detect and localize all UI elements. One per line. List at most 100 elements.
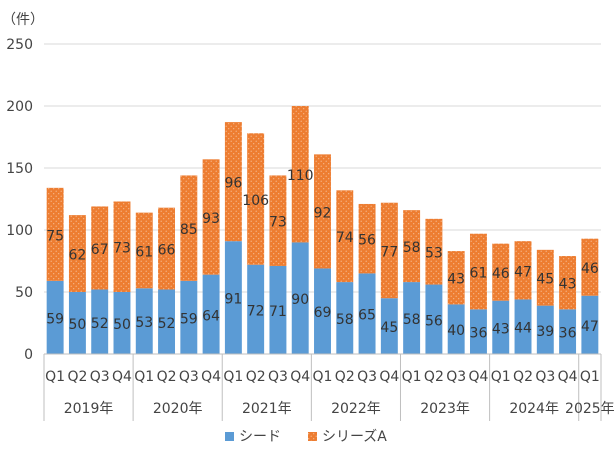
data-label-seed: 69 (314, 305, 332, 321)
data-label-seed: 65 (358, 308, 376, 324)
data-label-seed: 52 (158, 316, 176, 332)
x-group-label: 2025年 (565, 401, 615, 417)
bar-seed (224, 241, 242, 354)
legend-label: シード (239, 429, 281, 445)
bar-series-a (291, 106, 309, 243)
x-axis: Q1 Q2 Q3 Q4 Q1 Q2 Q3 Q4 Q1 Q2 Q3 Q4 Q1 Q2 Q3 Q4 Q1 Q2 Q3 Q4… (43, 353, 615, 421)
bar-seed (113, 292, 131, 354)
data-label-seed: 91 (224, 292, 242, 308)
bar-series-a (46, 187, 64, 281)
x-group-label: 2022年 (331, 401, 381, 417)
bar-series-a (202, 159, 220, 275)
data-label-seed: 64 (202, 308, 220, 324)
data-label-series-a: 43 (447, 272, 465, 288)
bar-seed (403, 282, 421, 354)
data-label-seed: 56 (425, 313, 443, 329)
data-label-seed: 58 (403, 312, 421, 328)
data-label-seed: 59 (180, 311, 198, 327)
data-label-series-a: 66 (158, 243, 176, 259)
bar-series-a (492, 243, 510, 301)
x-tick-label: Q4 (290, 369, 310, 385)
bar-seed (559, 309, 577, 354)
y-tick-label: 150 (6, 161, 33, 177)
bar-seed (447, 304, 465, 354)
data-label-seed: 71 (269, 304, 287, 320)
data-label-series-a: 61 (470, 266, 488, 282)
data-label-seed: 53 (135, 315, 153, 331)
data-label-series-a: 62 (69, 248, 87, 264)
unit-label: （件） (2, 12, 44, 28)
bar-series-a (403, 210, 421, 283)
data-label-seed: 40 (447, 323, 465, 339)
y-tick-label: 50 (15, 285, 33, 301)
data-label-series-a: 53 (425, 246, 443, 262)
bar-seed (158, 289, 176, 354)
data-label-seed: 59 (46, 311, 64, 327)
bar-series-a (581, 238, 599, 296)
bar-series-a (447, 251, 465, 305)
data-label-series-a: 92 (314, 205, 332, 221)
y-axis: 0 50 100 150 200 250 (6, 37, 33, 363)
x-group-label: 2020年 (153, 401, 203, 417)
bar-seed (380, 298, 398, 354)
bar-seed (581, 295, 599, 354)
bar-seed (180, 280, 198, 354)
x-tick-label: Q1 (45, 369, 65, 385)
x-tick-label: Q1 (402, 369, 422, 385)
data-label-seed: 36 (470, 326, 488, 342)
x-group-label: 2019年 (64, 401, 114, 417)
x-tick-label: Q4 (468, 369, 488, 385)
bar-series-a (158, 207, 176, 290)
bar-series-a (247, 133, 265, 265)
data-label-series-a: 74 (336, 230, 354, 246)
bar-series-a (358, 203, 376, 274)
x-tick-label: Q1 (313, 369, 333, 385)
data-label-seed: 47 (581, 319, 599, 335)
data-label-series-a: 46 (492, 266, 510, 282)
legend-swatch (308, 432, 317, 441)
data-label-series-a: 58 (403, 240, 421, 256)
data-label-seed: 52 (91, 316, 109, 332)
data-label-seed: 50 (69, 317, 87, 333)
data-label-series-a: 85 (180, 222, 198, 238)
data-label-series-a: 75 (46, 228, 64, 244)
bar-series-a (559, 256, 577, 310)
data-label-seed: 50 (113, 317, 131, 333)
data-label-series-a: 73 (269, 215, 287, 231)
bar-seed (492, 300, 510, 354)
bar-seed (314, 268, 331, 354)
data-label-series-a: 73 (113, 241, 131, 257)
bar-series-a (425, 218, 443, 285)
data-label-seed: 58 (336, 312, 354, 328)
x-tick-label: Q3 (179, 369, 199, 385)
y-tick-label: 100 (6, 223, 33, 239)
x-tick-label: Q1 (134, 369, 154, 385)
data-label-seed: 39 (536, 324, 554, 340)
legend-swatch (225, 432, 234, 441)
data-label-series-a: 45 (536, 272, 554, 288)
bar-seed (358, 273, 376, 354)
data-label-series-a: 93 (202, 211, 220, 227)
x-tick-label: Q4 (558, 369, 578, 385)
x-group-label: 2024年 (509, 401, 559, 417)
data-label-seed: 43 (492, 321, 510, 337)
bar-series-a (336, 190, 354, 283)
bar-seed (202, 274, 220, 354)
bar-series-a (514, 241, 532, 300)
bar-series-a (91, 206, 109, 290)
x-tick-label: Q1 (223, 369, 243, 385)
bar-series-a (536, 249, 554, 306)
bar-series-a (224, 122, 242, 242)
data-label-series-a: 47 (514, 264, 532, 280)
y-tick-label: 0 (24, 347, 33, 363)
data-label-seed: 36 (559, 326, 577, 342)
data-label-series-a: 106 (242, 193, 269, 209)
bar-seed (469, 309, 487, 354)
legend: シード シリーズA (225, 429, 387, 445)
x-tick-label: Q3 (535, 369, 555, 385)
bar-series-a (113, 201, 131, 292)
data-label-series-a: 46 (581, 261, 599, 277)
legend-label: シリーズA (322, 429, 387, 445)
x-tick-label: Q1 (491, 369, 511, 385)
